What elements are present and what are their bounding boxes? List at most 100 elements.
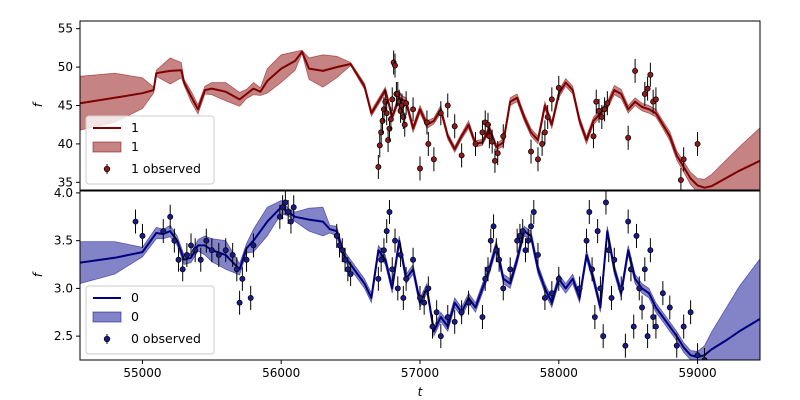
bottom-observed-marker: [650, 314, 657, 320]
bottom-observed-marker: [290, 204, 297, 211]
x-axis-label: t: [418, 385, 424, 399]
bottom-observed-marker: [647, 247, 654, 254]
bottom-observed-point: [403, 266, 410, 291]
bottom-observed-point: [139, 223, 146, 248]
bottom-observed-point: [451, 309, 458, 334]
bottom-observed-marker: [417, 294, 423, 301]
bottom-observed-point: [229, 242, 236, 267]
bottom-observed-marker: [479, 314, 486, 320]
bottom-observed-point: [487, 228, 494, 253]
bottom-observed-point: [380, 238, 387, 263]
bottom-observed-marker: [339, 247, 346, 254]
bottom-observed-point: [548, 281, 555, 306]
bottom-observed-point: [375, 266, 382, 291]
bottom-uncertainty-band: [80, 200, 760, 360]
bottom-observed-marker: [583, 237, 590, 244]
bottom-observed-point: [215, 242, 222, 267]
top-observed-marker: [596, 107, 602, 114]
bottom-observed-point: [222, 238, 229, 263]
bottom-observed-point: [394, 276, 401, 301]
top-y-axis-label: f: [31, 101, 45, 107]
top-observed-marker: [590, 133, 597, 140]
bottom-observed-point: [236, 290, 243, 315]
bottom-observed-point: [347, 262, 354, 287]
bottom-observed-point: [541, 285, 548, 310]
bottom-y-tick-label: 3.5: [54, 234, 73, 248]
bottom-observed-marker: [410, 256, 417, 263]
bottom-observed-marker: [386, 209, 393, 215]
top-observed-marker: [528, 148, 534, 155]
bottom-observed-point: [465, 290, 472, 315]
bottom-observed-marker: [179, 266, 186, 273]
bottom-observed-point: [175, 247, 182, 272]
bottom-legend-marker: [103, 335, 111, 343]
bottom-observed-marker: [451, 318, 458, 325]
bottom-observed-point: [644, 324, 651, 349]
bottom-observed-point: [188, 233, 194, 258]
bottom-observed-point: [290, 195, 297, 220]
top-legend-band-swatch: [92, 141, 122, 153]
top-observed-marker: [423, 119, 430, 126]
bottom-observed-point: [417, 285, 423, 310]
bottom-observed-marker: [625, 218, 632, 225]
top-observed-point: [590, 124, 597, 149]
bottom-legend-band-label: 0: [131, 309, 139, 324]
bottom-observed-point: [342, 247, 349, 272]
top-observed-marker: [680, 156, 687, 163]
bottom-observed-point: [183, 242, 190, 267]
bottom-observed-point: [197, 247, 204, 272]
bottom-observed-marker: [687, 309, 694, 316]
bottom-observed-marker: [188, 242, 194, 249]
top-points-group: [375, 50, 701, 190]
bottom-observed-point: [522, 238, 529, 263]
bottom-observed-marker: [197, 256, 204, 263]
bottom-observed-point: [639, 295, 645, 320]
top-observed-point: [489, 129, 496, 154]
bottom-observed-point: [519, 219, 526, 244]
top-legend-band-label: 1: [131, 139, 139, 154]
bottom-observed-marker: [208, 247, 215, 254]
bottom-observed-marker: [555, 275, 562, 282]
top-observed-point: [383, 101, 390, 126]
bottom-observed-marker: [465, 299, 472, 306]
bottom-observed-marker: [380, 247, 387, 254]
top-mean-line: [80, 50, 760, 189]
bottom-observed-point: [429, 314, 436, 339]
bottom-observed-point: [611, 247, 618, 272]
top-observed-point: [423, 110, 430, 135]
bottom-observed-marker: [276, 213, 283, 220]
bottom-observed-marker: [597, 285, 604, 292]
top-observed-marker: [539, 140, 546, 147]
bottom-observed-point: [680, 314, 687, 339]
top-observed-marker: [375, 164, 382, 170]
bottom-legend-box: [85, 285, 215, 355]
bottom-observed-point: [591, 305, 598, 330]
bottom-observed-point: [687, 300, 694, 325]
bottom-observed-marker: [250, 242, 257, 249]
top-observed-point: [535, 147, 541, 172]
bottom-observed-marker: [516, 232, 523, 239]
top-observed-point: [539, 131, 546, 156]
bottom-observed-marker: [673, 342, 680, 349]
bottom-observed-marker: [680, 323, 687, 330]
top-observed-point: [541, 120, 548, 145]
bottom-points-group: [132, 191, 708, 360]
top-observed-marker: [632, 67, 639, 74]
bottom-observed-marker: [600, 333, 607, 340]
bottom-observed-marker: [530, 209, 537, 215]
bottom-observed-marker: [279, 204, 286, 211]
top-observed-point: [430, 147, 437, 172]
bottom-observed-marker: [394, 285, 401, 292]
bottom-observed-point: [333, 223, 340, 248]
bottom-observed-point: [535, 242, 541, 267]
top-observed-marker: [598, 114, 605, 120]
bottom-observed-point: [425, 276, 432, 301]
top-observed-marker: [541, 129, 548, 136]
bottom-observed-point: [622, 333, 629, 358]
x-tick-label: 57000: [401, 366, 439, 380]
top-observed-marker: [641, 91, 648, 97]
bottom-observed-marker: [347, 271, 354, 278]
top-observed-marker: [437, 110, 444, 117]
bottom-observed-point: [285, 200, 292, 225]
bottom-observed-marker: [636, 285, 643, 292]
